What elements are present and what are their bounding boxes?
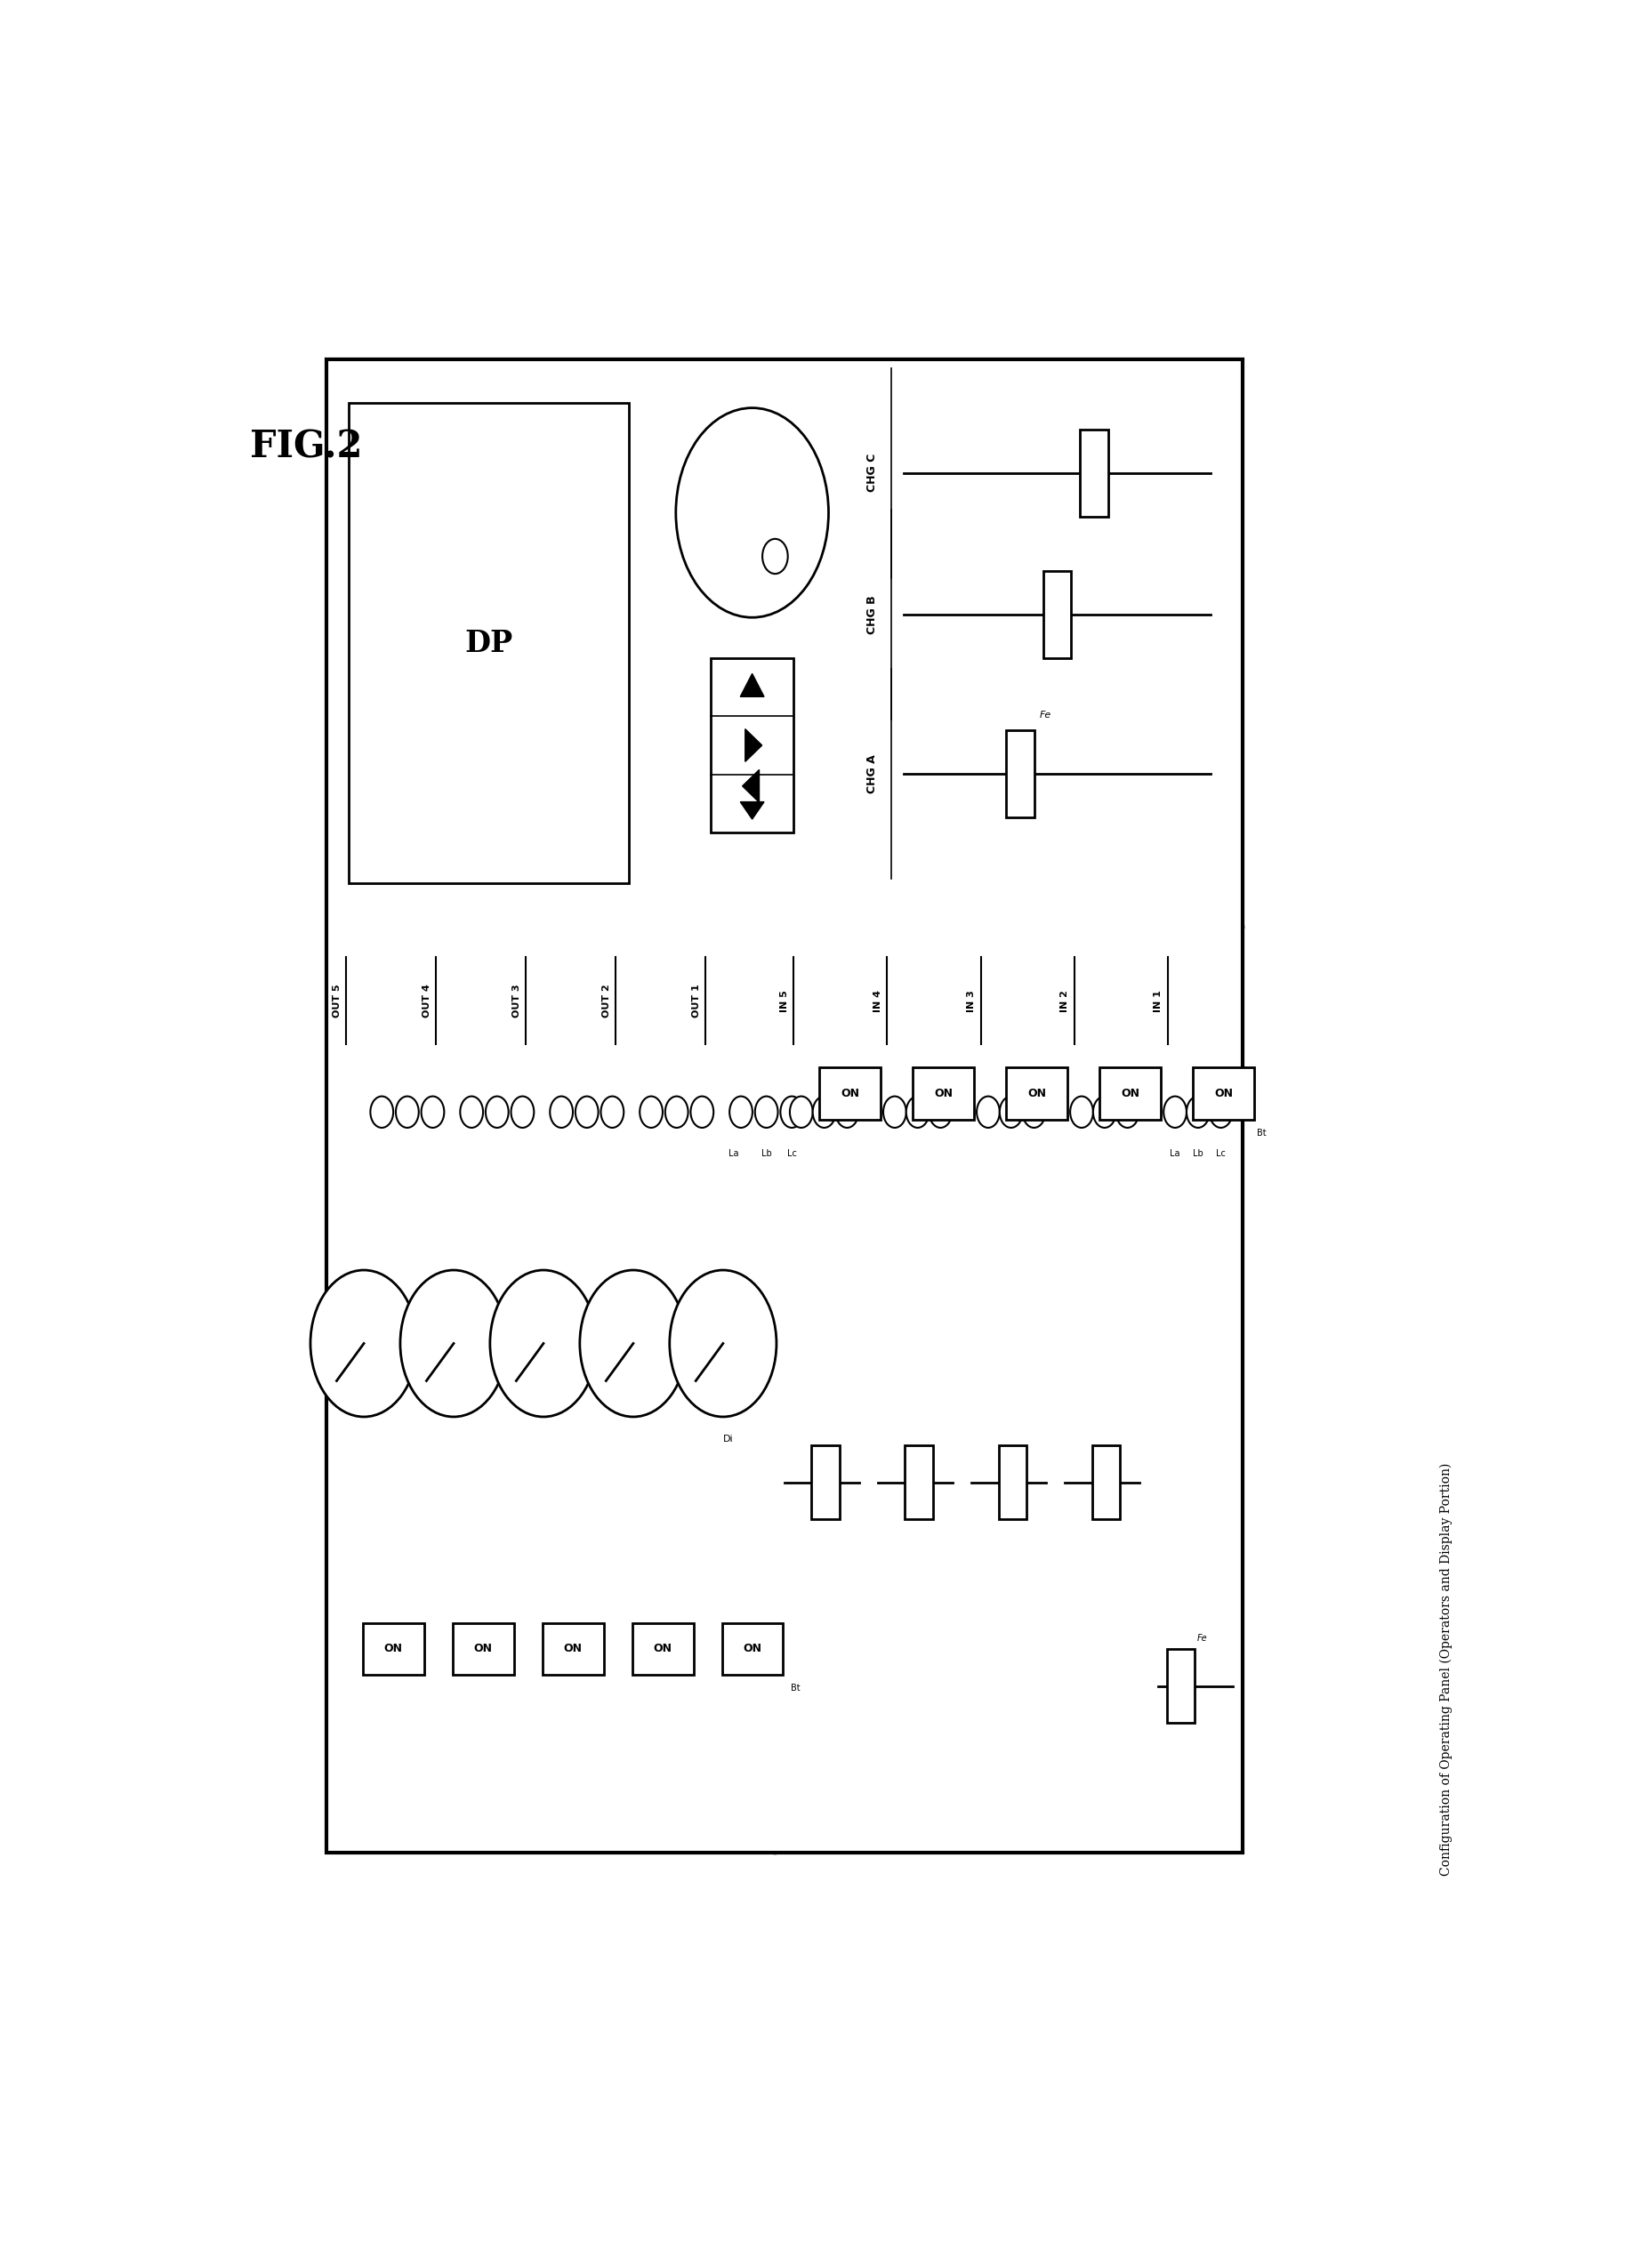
Circle shape — [460, 1095, 483, 1127]
Circle shape — [677, 408, 829, 617]
Circle shape — [755, 1095, 778, 1127]
Bar — [1080, 429, 1108, 517]
Bar — [632, 1624, 693, 1676]
Text: FIG.2: FIG.2 — [250, 429, 363, 465]
Polygon shape — [742, 769, 759, 803]
Bar — [811, 1445, 839, 1520]
Bar — [453, 1624, 514, 1676]
Bar — [327, 361, 1243, 1853]
Circle shape — [371, 1095, 394, 1127]
Circle shape — [550, 1095, 573, 1127]
Bar — [905, 1445, 933, 1520]
Circle shape — [601, 1095, 624, 1127]
Circle shape — [1094, 1095, 1117, 1127]
Polygon shape — [741, 674, 764, 696]
Text: ON: ON — [1215, 1089, 1233, 1100]
Circle shape — [511, 1095, 534, 1127]
Circle shape — [1071, 1095, 1094, 1127]
Text: IN 5: IN 5 — [780, 989, 788, 1012]
Circle shape — [401, 1270, 507, 1418]
Bar — [350, 404, 629, 882]
Text: IN 1: IN 1 — [1154, 989, 1163, 1012]
Text: IN 4: IN 4 — [874, 989, 882, 1012]
Circle shape — [762, 540, 788, 574]
Circle shape — [486, 1095, 509, 1127]
Circle shape — [790, 1095, 813, 1127]
Bar — [998, 1445, 1026, 1520]
Circle shape — [813, 1095, 836, 1127]
Circle shape — [1000, 1095, 1023, 1127]
Circle shape — [780, 1095, 803, 1127]
Circle shape — [670, 1270, 777, 1418]
Circle shape — [1164, 1095, 1187, 1127]
Circle shape — [691, 1095, 714, 1127]
Text: Lb: Lb — [1192, 1148, 1204, 1157]
Text: Lc: Lc — [787, 1148, 796, 1157]
Circle shape — [575, 1095, 598, 1127]
Circle shape — [883, 1095, 906, 1127]
Text: DP: DP — [465, 628, 512, 658]
Text: ON: ON — [384, 1644, 402, 1656]
Circle shape — [1187, 1095, 1210, 1127]
Text: ON: ON — [1028, 1089, 1046, 1100]
Text: Fe: Fe — [1197, 1633, 1207, 1642]
Text: Lc: Lc — [1217, 1148, 1225, 1157]
Bar — [1194, 1068, 1254, 1120]
Text: La: La — [729, 1148, 739, 1157]
Bar — [1092, 1445, 1120, 1520]
Text: OUT 1: OUT 1 — [691, 984, 701, 1018]
Bar — [1100, 1068, 1161, 1120]
Bar — [722, 1624, 783, 1676]
Text: CHG B: CHG B — [867, 596, 878, 635]
Bar — [913, 1068, 974, 1120]
Text: ON: ON — [654, 1644, 672, 1656]
Circle shape — [665, 1095, 688, 1127]
Circle shape — [836, 1095, 859, 1127]
Polygon shape — [745, 728, 762, 762]
Circle shape — [977, 1095, 1000, 1127]
Bar — [363, 1624, 424, 1676]
Text: Fe: Fe — [1039, 710, 1051, 719]
Text: OUT 3: OUT 3 — [512, 984, 521, 1018]
Bar — [819, 1068, 880, 1120]
Bar — [1007, 730, 1034, 816]
Text: Configuration of Operating Panel (Operators and Display Portion): Configuration of Operating Panel (Operat… — [1440, 1463, 1453, 1876]
Text: Lb: Lb — [762, 1148, 772, 1157]
Text: ON: ON — [744, 1644, 762, 1656]
Text: ON: ON — [1121, 1089, 1140, 1100]
Text: OUT 5: OUT 5 — [332, 984, 342, 1018]
Text: ON: ON — [841, 1089, 859, 1100]
Circle shape — [396, 1095, 419, 1127]
Text: IN 3: IN 3 — [967, 989, 975, 1012]
Circle shape — [489, 1270, 598, 1418]
Text: Bt: Bt — [791, 1683, 800, 1692]
Text: Bt: Bt — [1256, 1129, 1266, 1136]
Bar — [1007, 1068, 1067, 1120]
Text: CHG C: CHG C — [867, 454, 878, 492]
Text: La: La — [1171, 1148, 1181, 1157]
Circle shape — [422, 1095, 445, 1127]
Bar — [542, 1624, 604, 1676]
Circle shape — [929, 1095, 952, 1127]
Text: Di: Di — [722, 1433, 734, 1442]
Circle shape — [310, 1270, 417, 1418]
Text: IN 2: IN 2 — [1061, 989, 1069, 1012]
Circle shape — [1023, 1095, 1046, 1127]
Circle shape — [729, 1095, 752, 1127]
Circle shape — [1117, 1095, 1140, 1127]
Circle shape — [1210, 1095, 1233, 1127]
Circle shape — [580, 1270, 686, 1418]
Bar — [1043, 572, 1071, 658]
Text: OUT 4: OUT 4 — [422, 984, 432, 1018]
Polygon shape — [741, 803, 764, 819]
Circle shape — [906, 1095, 929, 1127]
Bar — [711, 658, 793, 832]
Text: ON: ON — [475, 1644, 493, 1656]
Text: CHG A: CHG A — [867, 755, 878, 794]
Text: ON: ON — [934, 1089, 952, 1100]
Text: OUT 2: OUT 2 — [603, 984, 611, 1018]
Text: ON: ON — [563, 1644, 583, 1656]
Circle shape — [640, 1095, 663, 1127]
Bar — [1167, 1649, 1195, 1724]
